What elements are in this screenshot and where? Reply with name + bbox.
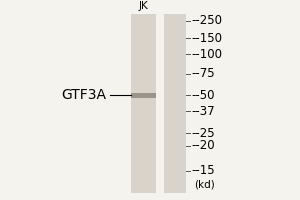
Bar — [164, 14, 186, 193]
Text: --15: --15 — [191, 164, 215, 177]
Text: (kd): (kd) — [194, 179, 214, 189]
Bar — [130, 93, 156, 98]
Text: GTF3A: GTF3A — [61, 88, 106, 102]
Text: --25: --25 — [191, 127, 215, 140]
Text: JK: JK — [138, 1, 148, 11]
Text: --150: --150 — [191, 32, 222, 45]
Text: --20: --20 — [191, 139, 215, 152]
Text: --100: --100 — [191, 48, 222, 61]
Text: --50: --50 — [191, 89, 214, 102]
Bar — [130, 14, 156, 193]
Text: --37: --37 — [191, 105, 215, 118]
Text: --250: --250 — [191, 14, 222, 27]
Text: --75: --75 — [191, 67, 215, 80]
